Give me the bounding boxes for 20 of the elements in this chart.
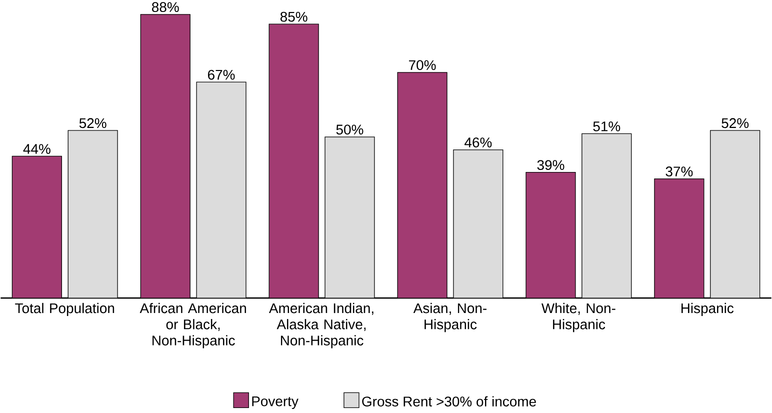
x-tick-label: African American or Black, Non-Hispanic bbox=[140, 303, 246, 348]
x-tick-label: White, Non-Hispanic bbox=[541, 303, 616, 332]
data-label: 52% bbox=[79, 118, 106, 128]
x-tick-label: Asian, Non-Hispanic bbox=[413, 303, 486, 332]
legend-label: Poverty bbox=[252, 396, 298, 410]
data-label: 52% bbox=[722, 118, 749, 128]
x-tick-label: American Indian, Alaska Native, Non-Hispanic bbox=[268, 303, 374, 348]
data-label: 70% bbox=[409, 60, 436, 70]
x-tick-label: Total Population bbox=[15, 303, 114, 316]
data-label: 50% bbox=[336, 124, 364, 135]
data-label: 37% bbox=[666, 166, 693, 177]
data-label: 88% bbox=[152, 2, 179, 12]
x-tick-label: Hispanic bbox=[681, 303, 734, 316]
legend-label: Gross Rent >30% of income bbox=[362, 396, 536, 407]
data-label: 67% bbox=[208, 70, 235, 80]
data-label: 44% bbox=[23, 144, 50, 154]
data-label: 39% bbox=[537, 160, 564, 170]
data-label: 46% bbox=[464, 138, 492, 148]
data-label: 51% bbox=[593, 122, 620, 132]
data-label: 85% bbox=[280, 12, 308, 22]
